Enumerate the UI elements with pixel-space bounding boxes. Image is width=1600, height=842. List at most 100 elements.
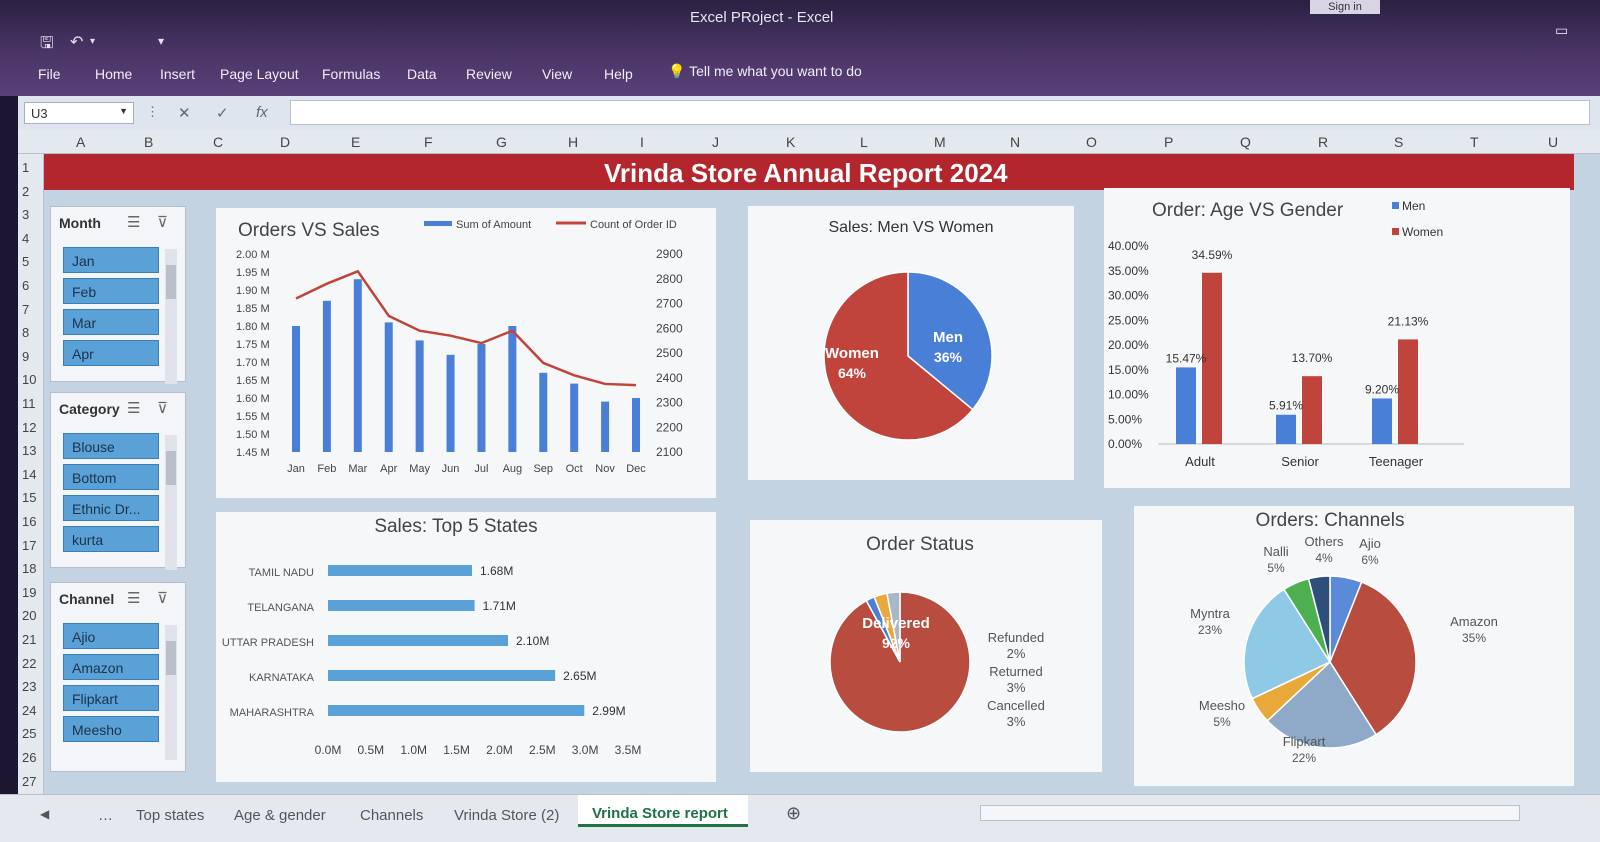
row-header-21[interactable]: 21 xyxy=(22,632,37,647)
row-header-2[interactable]: 2 xyxy=(22,183,30,199)
row-header-25[interactable]: 25 xyxy=(22,726,37,742)
chevron-down-icon[interactable]: ▼ xyxy=(119,106,128,116)
month-slicer[interactable]: Month ☰ ⊽ Jan Feb Mar Apr xyxy=(50,206,186,384)
multi-select-icon[interactable]: ☰ xyxy=(127,590,141,607)
channel-slicer[interactable]: Channel ☰ ⊽ Ajio Amazon Flipkart Meesho xyxy=(50,582,186,772)
tab-help[interactable]: Help xyxy=(604,66,633,82)
multi-select-icon[interactable]: ☰ xyxy=(127,400,141,417)
row-header-1[interactable]: 1 xyxy=(22,160,30,175)
column-header-J[interactable]: J xyxy=(712,134,719,150)
clear-filter-icon[interactable]: ⊽ xyxy=(157,400,168,417)
slicer-scrollbar[interactable] xyxy=(165,249,177,384)
more-tabs-icon[interactable]: … xyxy=(98,807,113,824)
enter-icon[interactable]: ✓ xyxy=(216,105,229,122)
column-header-N[interactable]: N xyxy=(1010,134,1021,150)
row-header-24[interactable]: 24 xyxy=(22,702,37,718)
top-states-chart[interactable]: Sales: Top 5 States TAMIL NADU 1.68M TELANG… xyxy=(216,512,716,782)
slicer-item[interactable]: Ethnic Dr... xyxy=(63,495,159,521)
multi-select-icon[interactable]: ☰ xyxy=(127,214,141,231)
column-header-C[interactable]: C xyxy=(213,134,224,150)
row-header-15[interactable]: 15 xyxy=(22,490,37,506)
tab-age-gender[interactable]: Age & gender xyxy=(234,807,326,824)
slicer-item[interactable]: Jan xyxy=(63,247,159,273)
slicer-item[interactable]: Amazon xyxy=(63,654,159,680)
row-header-3[interactable]: 3 xyxy=(22,207,30,223)
scroll-left-icon[interactable]: ◀ xyxy=(40,807,50,821)
row-header-16[interactable]: 16 xyxy=(22,514,37,529)
column-header-B[interactable]: B xyxy=(144,134,154,150)
tab-view[interactable]: View xyxy=(542,66,573,82)
slicer-item[interactable]: Mar xyxy=(63,309,159,335)
row-header-9[interactable]: 9 xyxy=(22,348,30,364)
column-header-U[interactable]: U xyxy=(1548,134,1559,150)
row-header-5[interactable]: 5 xyxy=(22,254,30,270)
insert-function-icon[interactable]: fx xyxy=(256,104,268,121)
column-header-D[interactable]: D xyxy=(280,134,291,150)
column-header-Q[interactable]: Q xyxy=(1240,134,1251,150)
row-header-23[interactable]: 23 xyxy=(22,679,37,695)
column-header-E[interactable]: E xyxy=(351,134,361,150)
tab-page-layout[interactable]: Page Layout xyxy=(220,66,299,82)
slicer-item[interactable]: Apr xyxy=(63,340,159,366)
new-sheet-icon[interactable]: ⊕ xyxy=(786,803,802,823)
tab-file[interactable]: File xyxy=(38,66,61,82)
clear-filter-icon[interactable]: ⊽ xyxy=(157,590,168,607)
tell-me-search[interactable]: 💡 Tell me what you want to do xyxy=(668,63,862,80)
name-box[interactable]: U3 ▼ xyxy=(24,102,134,124)
undo-dropdown-icon[interactable]: ▾ xyxy=(90,36,96,47)
comments-icon[interactable]: ▭ xyxy=(1555,22,1569,38)
row-header-17[interactable]: 17 xyxy=(22,537,37,553)
row-header-18[interactable]: 18 xyxy=(22,561,37,577)
clear-filter-icon[interactable]: ⊽ xyxy=(157,214,168,231)
slicer-item[interactable]: Bottom xyxy=(63,464,159,490)
slicer-scrollbar[interactable] xyxy=(165,625,177,760)
column-header-M[interactable]: M xyxy=(934,134,946,150)
more-options-icon[interactable]: ⋮ xyxy=(146,104,159,119)
customize-toolbar-icon[interactable]: ▾ xyxy=(158,34,165,48)
tab-review[interactable]: Review xyxy=(466,66,512,82)
row-header-12[interactable]: 12 xyxy=(22,419,37,435)
column-header-R[interactable]: R xyxy=(1318,134,1329,150)
column-header-S[interactable]: S xyxy=(1394,134,1404,150)
slicer-item[interactable]: Blouse xyxy=(63,433,159,459)
column-header-T[interactable]: T xyxy=(1470,134,1479,150)
row-header-27[interactable]: 27 xyxy=(22,773,37,789)
row-header-14[interactable]: 14 xyxy=(22,466,37,482)
category-slicer[interactable]: Category ☰ ⊽ Blouse Bottom Ethnic Dr... … xyxy=(50,392,186,570)
save-icon[interactable]: 🖫 xyxy=(40,35,54,52)
scroll-thumb[interactable] xyxy=(166,641,176,675)
slicer-item[interactable]: Ajio xyxy=(63,623,159,649)
horizontal-scrollbar[interactable] xyxy=(980,805,1520,821)
tab-top-states[interactable]: Top states xyxy=(136,807,205,824)
slicer-item[interactable]: Meesho xyxy=(63,716,159,742)
cancel-icon[interactable]: ✕ xyxy=(178,105,191,122)
column-header-O[interactable]: O xyxy=(1086,134,1097,150)
scroll-thumb[interactable] xyxy=(166,265,176,299)
undo-icon[interactable]: ↶ xyxy=(70,34,84,51)
tab-vrinda-store-report[interactable]: Vrinda Store report xyxy=(578,795,748,827)
row-header-19[interactable]: 19 xyxy=(22,584,37,600)
row-header-4[interactable]: 4 xyxy=(22,230,30,246)
column-header-A[interactable]: A xyxy=(76,134,86,150)
tab-formulas[interactable]: Formulas xyxy=(322,66,381,82)
slicer-item[interactable]: Feb xyxy=(63,278,159,304)
row-header-6[interactable]: 6 xyxy=(22,278,30,293)
age-gender-chart[interactable]: Order: Age VS Gender Men Women 40.00% 35.00%… xyxy=(1104,188,1570,488)
row-header-10[interactable]: 10 xyxy=(22,372,37,388)
order-status-chart[interactable]: Order Status Delivered 92% Refunded 2% Return… xyxy=(750,520,1102,772)
row-header-8[interactable]: 8 xyxy=(22,325,30,341)
row-header-7[interactable]: 7 xyxy=(22,301,30,317)
column-header-K[interactable]: K xyxy=(786,134,796,150)
sales-gender-chart[interactable]: Sales: Men VS Women Men 36% Women 64% xyxy=(748,206,1074,480)
channels-chart[interactable]: Orders: Channels Ajio 6% Amazon 35% Flipkart 2… xyxy=(1134,506,1574,786)
orders-vs-sales-chart[interactable]: Orders VS Sales Sum of Amount Count of Ord… xyxy=(216,208,716,498)
row-header-20[interactable]: 20 xyxy=(22,608,37,624)
column-header-G[interactable]: G xyxy=(496,134,507,150)
tab-channels[interactable]: Channels xyxy=(360,807,424,824)
tab-home[interactable]: Home xyxy=(95,66,133,82)
column-header-L[interactable]: L xyxy=(860,134,868,150)
column-header-F[interactable]: F xyxy=(424,134,433,150)
slicer-item[interactable]: Flipkart xyxy=(63,685,159,711)
column-header-H[interactable]: H xyxy=(568,134,579,150)
tab-insert[interactable]: Insert xyxy=(160,66,196,82)
